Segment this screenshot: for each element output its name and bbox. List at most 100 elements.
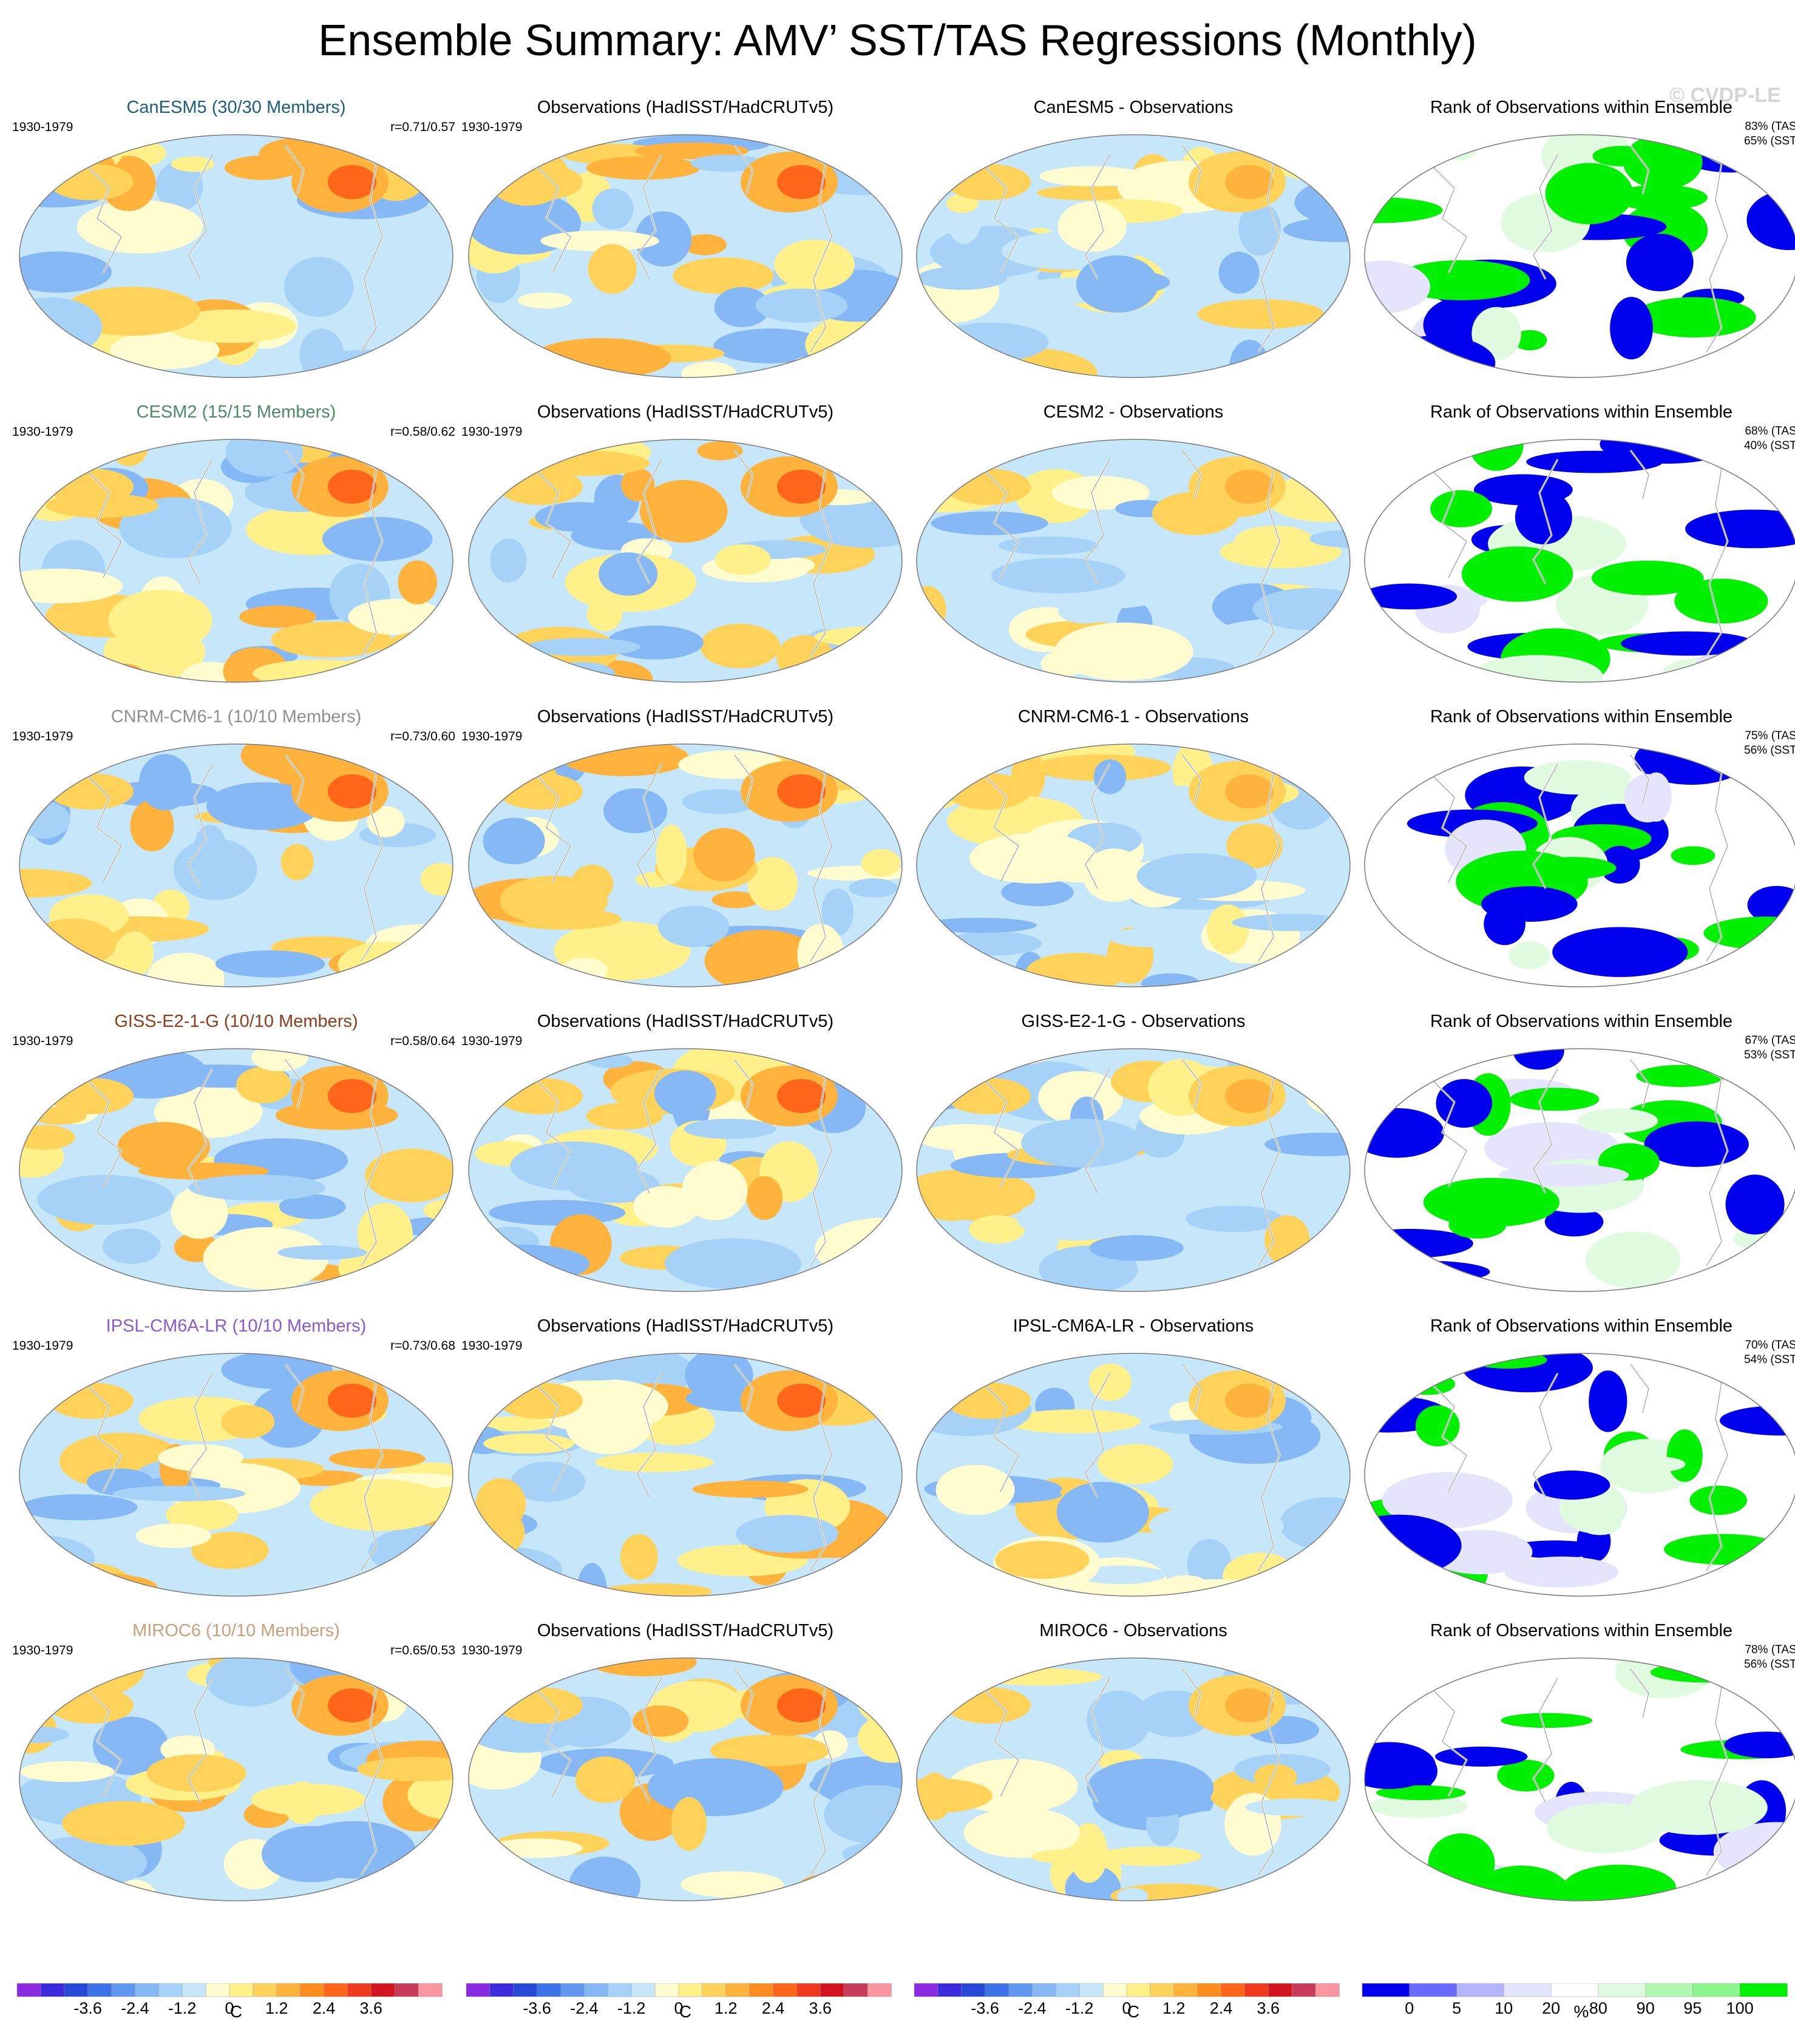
map-field-blob — [328, 774, 376, 808]
map-field-blob — [531, 338, 671, 377]
map-field-blob — [29, 918, 117, 967]
colorbar-swatch — [513, 1983, 538, 1997]
map-field-blob — [1624, 774, 1671, 823]
colorbar-swatch — [1739, 1983, 1788, 1997]
map-panel: CanESM5 - Observations — [909, 97, 1357, 402]
correlation-label: r=0.58/0.62 — [390, 425, 455, 439]
map — [1364, 1353, 1795, 1597]
map-field-blob — [998, 536, 1099, 555]
coastline — [1430, 1077, 1467, 1188]
map-field-blob — [587, 1053, 633, 1068]
map-field-blob — [398, 560, 438, 604]
map-panel: Rank of Observations within Ensemble 67% … — [1357, 1011, 1795, 1316]
map-field-blob — [1057, 201, 1127, 252]
colorbar-swatch — [135, 1983, 160, 1997]
map-field-blob — [1365, 1677, 1436, 1696]
period-label: 1930-1979 — [12, 1643, 73, 1657]
period-label: 1930-1979 — [12, 1339, 73, 1353]
coastline — [1085, 1677, 1110, 1803]
map-field-blob — [1469, 1353, 1547, 1369]
coastline — [734, 145, 753, 195]
map-border — [1364, 743, 1795, 987]
map-field-blob — [35, 1573, 157, 1596]
map-field-blob — [1435, 1746, 1528, 1767]
map-field-blob — [774, 239, 855, 290]
map-field-blob — [117, 1122, 211, 1172]
map-field-blob — [1504, 1556, 1618, 1588]
map-field-blob — [19, 744, 56, 800]
period-label: 1930-1979 — [461, 1339, 523, 1353]
map-field-blob — [1664, 1534, 1783, 1565]
period-label: 1930-1979 — [461, 1034, 523, 1048]
correlation-label: r=0.58/0.64 — [390, 1034, 455, 1048]
map-field-blob — [1470, 655, 1604, 682]
coastline — [188, 763, 213, 889]
coastline — [982, 468, 1019, 578]
map-field-blob — [711, 891, 759, 909]
map-field-blob — [920, 918, 1037, 933]
map-border — [916, 439, 1351, 683]
map-field-blob — [682, 234, 727, 256]
map-field-blob — [279, 1194, 346, 1219]
map-field-blob — [239, 605, 316, 628]
coastline — [1630, 1059, 1649, 1109]
map-field-blob — [969, 1215, 1025, 1244]
map — [916, 439, 1351, 683]
map-field-blob — [995, 1541, 1090, 1579]
period-label: 1930-1979 — [461, 120, 523, 134]
coastline — [982, 1687, 1019, 1797]
coastline — [534, 1077, 571, 1188]
coastline — [1630, 1364, 1649, 1413]
colorbar-swatch — [985, 1983, 1009, 1997]
map-field-blob — [561, 744, 690, 776]
map-border — [1364, 1048, 1795, 1292]
coastline — [637, 1068, 662, 1194]
model-panel-title: CNRM-CM6-1 (10/10 Members) — [110, 707, 362, 726]
coastline — [1533, 1373, 1558, 1498]
map-field-blob — [569, 1856, 641, 1901]
map-field-blob — [747, 857, 798, 911]
map-field-blob — [88, 1572, 125, 1596]
map-field-blob — [1663, 657, 1759, 682]
map-field-blob — [1592, 560, 1704, 595]
coastline — [637, 459, 662, 584]
colorbar-swatch — [749, 1983, 774, 1997]
map-field-blob — [1162, 1251, 1221, 1291]
colorbar-swatch — [1692, 1983, 1740, 1997]
map-field-blob — [496, 1365, 546, 1381]
map-panel: Observations (HadISST/HadCRUTv5) 1930-197… — [461, 402, 909, 706]
map-field-blob — [146, 1754, 246, 1792]
map-field-blob — [1279, 1359, 1350, 1389]
coastline — [982, 773, 1019, 883]
coastline — [734, 754, 753, 804]
coastline — [1630, 1668, 1649, 1718]
map-field-blob — [191, 1532, 269, 1569]
map-field-blob — [1089, 1235, 1184, 1261]
map-field-blob — [19, 801, 70, 839]
map-field-blob — [1006, 1409, 1141, 1433]
map-field-blob — [115, 931, 154, 976]
colorbar-swatch — [1150, 1983, 1175, 1997]
colorbar-swatch — [820, 1983, 844, 1997]
rank-sst-label: 40% (SST) — [1744, 439, 1795, 452]
colorbar-swatch — [1291, 1983, 1316, 1997]
period-label: 1930-1979 — [12, 729, 73, 743]
map-field-blob — [777, 165, 826, 199]
map — [468, 1048, 903, 1292]
map-field-blob — [389, 1058, 453, 1093]
colorbar-swatch — [961, 1983, 986, 1997]
map-field-blob — [1401, 1373, 1455, 1395]
colorbar-swatch — [1032, 1983, 1057, 1997]
colorbar-swatch — [182, 1983, 206, 1997]
map-field-blob — [328, 165, 376, 199]
coastline — [637, 1373, 662, 1498]
coastline — [982, 1382, 1019, 1492]
map-field-blob — [236, 1066, 291, 1103]
period-label: 1930-1979 — [12, 1034, 73, 1048]
colorbar-swatch — [843, 1983, 868, 1997]
map-field-blob — [1382, 1472, 1513, 1529]
map-field-blob — [480, 669, 541, 682]
colorbar-swatch — [87, 1983, 112, 1997]
map-border — [19, 1048, 453, 1292]
map-field-blob — [917, 140, 994, 160]
